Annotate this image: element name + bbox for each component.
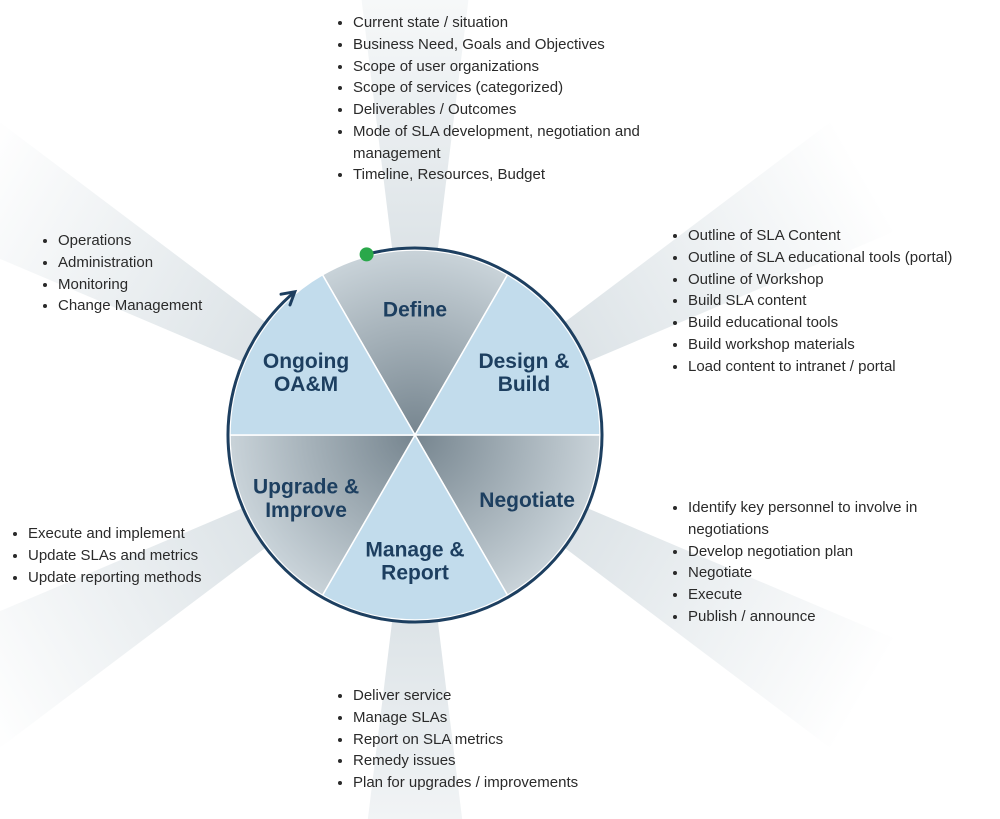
cycle-start-dot-icon xyxy=(360,247,374,261)
bullet-item: Mode of SLA development, negotiation and… xyxy=(353,121,675,165)
bullet-item: Operations xyxy=(58,230,260,252)
bullet-item: Identify key personnel to involve in neg… xyxy=(688,497,1000,541)
bullet-item: Build educational tools xyxy=(688,312,1000,334)
bullet-item: Build workshop materials xyxy=(688,334,1000,356)
bullets-oam: OperationsAdministrationMonitoringChange… xyxy=(40,230,260,317)
bullet-item: Scope of user organizations xyxy=(353,56,675,78)
bullet-item: Execute xyxy=(688,584,1000,606)
bullet-item: Outline of SLA Content xyxy=(688,225,1000,247)
bullet-item: Plan for upgrades / improvements xyxy=(353,772,675,794)
bullet-item: Negotiate xyxy=(688,562,1000,584)
bullets-design: Outline of SLA ContentOutline of SLA edu… xyxy=(670,225,1000,377)
bullets-define: Current state / situationBusiness Need, … xyxy=(335,12,675,186)
bullets-negotiate: Identify key personnel to involve in neg… xyxy=(670,497,1000,628)
bullets-manage: Deliver serviceManage SLAsReport on SLA … xyxy=(335,685,675,794)
bullet-item: Monitoring xyxy=(58,274,260,296)
bullet-item: Update reporting methods xyxy=(28,567,230,589)
bullet-item: Business Need, Goals and Objectives xyxy=(353,34,675,56)
bullets-upgrade: Execute and implementUpdate SLAs and met… xyxy=(10,523,230,588)
bullet-item: Change Management xyxy=(58,295,260,317)
bullet-item: Load content to intranet / portal xyxy=(688,356,1000,378)
bullet-item: Manage SLAs xyxy=(353,707,675,729)
bullet-item: Develop negotiation plan xyxy=(688,541,1000,563)
bullet-item: Current state / situation xyxy=(353,12,675,34)
bullet-item: Scope of services (categorized) xyxy=(353,77,675,99)
bullet-item: Execute and implement xyxy=(28,523,230,545)
bullet-item: Build SLA content xyxy=(688,290,1000,312)
bullet-item: Deliverables / Outcomes xyxy=(353,99,675,121)
bullet-item: Remedy issues xyxy=(353,750,675,772)
bullet-item: Administration xyxy=(58,252,260,274)
bullet-item: Outline of SLA educational tools (portal… xyxy=(688,247,1000,269)
bullet-item: Report on SLA metrics xyxy=(353,729,675,751)
bullet-item: Outline of Workshop xyxy=(688,269,1000,291)
slice-label-oam: OngoingOA&M xyxy=(263,350,349,396)
bullet-item: Publish / announce xyxy=(688,606,1000,628)
slice-label-negotiate: Negotiate xyxy=(479,489,575,512)
bullet-item: Update SLAs and metrics xyxy=(28,545,230,567)
diagram-canvas: DefineDesign &BuildNegotiateManage &Repo… xyxy=(0,0,1000,819)
bullet-item: Deliver service xyxy=(353,685,675,707)
slice-label-upgrade: Upgrade &Improve xyxy=(253,476,359,522)
slice-label-define: Define xyxy=(383,299,447,322)
bullet-item: Timeline, Resources, Budget xyxy=(353,164,675,186)
